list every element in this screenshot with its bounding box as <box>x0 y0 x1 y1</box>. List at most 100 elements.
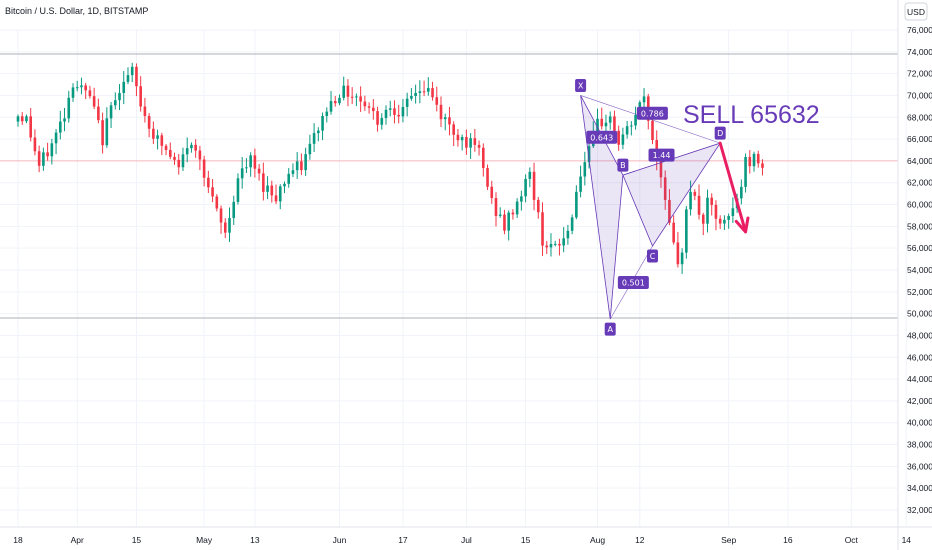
candles <box>16 62 764 274</box>
time-tick-label: 15 <box>132 535 142 545</box>
candle-body <box>528 171 532 179</box>
candle-body <box>520 196 523 202</box>
ratio-label-xd: 0.786 <box>641 109 664 118</box>
candle-body <box>257 168 261 174</box>
candle-body <box>448 117 451 125</box>
projection-arrow-shaft <box>718 141 748 234</box>
price-tick-label: 58,000 <box>907 221 932 231</box>
candle-body <box>194 144 197 151</box>
candle-body <box>651 120 654 141</box>
time-tick-label: 12 <box>635 535 645 545</box>
candle-body <box>16 116 20 122</box>
price-tick-label: 36,000 <box>907 461 932 471</box>
candle-body <box>710 197 714 205</box>
candle-body <box>549 244 553 248</box>
candle-body <box>126 75 130 82</box>
candle-body <box>376 111 379 125</box>
currency-button[interactable]: USD <box>904 2 928 21</box>
candle-body <box>659 160 663 178</box>
candle-body <box>689 191 692 210</box>
candle-body <box>342 85 346 98</box>
candle-body <box>270 185 274 196</box>
price-tick-label: 38,000 <box>907 440 932 450</box>
candle-body <box>680 252 684 265</box>
candle-body <box>143 106 147 117</box>
candle-body <box>113 100 117 106</box>
candle-body <box>740 186 743 199</box>
price-tick-label: 66,000 <box>907 134 932 144</box>
candle-body <box>164 145 168 150</box>
candle-body <box>219 208 223 223</box>
candle-body <box>139 86 142 107</box>
time-tick-label: 13 <box>250 535 260 545</box>
candle-body <box>333 101 337 104</box>
candle-body <box>558 243 561 246</box>
price-tick-label: 70,000 <box>907 90 932 100</box>
price-axis[interactable]: 76,000 74,000 72,000 70,000 68,000 66,000 64,0… <box>897 0 932 550</box>
time-tick-label: May <box>196 535 213 545</box>
candle-body <box>570 217 574 231</box>
candle-body <box>452 124 455 135</box>
candle-body <box>228 218 231 233</box>
price-tick-label: 72,000 <box>907 69 932 79</box>
candle-body <box>545 245 549 248</box>
grid <box>0 29 907 527</box>
candle-body <box>532 171 536 200</box>
candle-body <box>75 87 79 89</box>
candle-body <box>672 222 675 243</box>
candle-body <box>190 144 193 149</box>
candle-body <box>575 191 578 218</box>
candle-body <box>325 111 329 116</box>
candle-body <box>663 177 667 200</box>
ratio-label-xb-box <box>586 130 618 144</box>
time-tick-label: 14 <box>902 535 912 545</box>
candle-body <box>92 96 96 107</box>
candle-body <box>367 106 371 108</box>
candle-body <box>266 185 269 192</box>
point-label-c-box <box>647 249 658 263</box>
time-tick-label: 17 <box>398 535 408 545</box>
candle-body <box>295 161 299 171</box>
candle-body <box>697 195 701 215</box>
projection-arrow-head <box>734 216 750 234</box>
price-tick-label: 52,000 <box>907 287 932 297</box>
candle-body <box>350 96 354 98</box>
candle-body <box>42 152 45 166</box>
candle-body <box>685 209 688 253</box>
candle-body <box>304 154 307 171</box>
time-axis[interactable]: 18 Apr 15 May 13 Jun 17 Jul 15 Aug 12 Sep 16 Oct 14 <box>0 526 932 545</box>
candle-body <box>507 212 510 231</box>
candle-body <box>215 196 219 209</box>
price-tick-label: 62,000 <box>907 178 932 188</box>
candle-body <box>587 146 591 163</box>
candle-body <box>46 152 49 157</box>
candle-body <box>727 216 730 220</box>
candle-body <box>706 197 709 224</box>
candle-body <box>71 87 75 98</box>
price-tick-label: 46,000 <box>907 352 932 362</box>
point-label-a-box <box>604 322 616 336</box>
price-tick-label: 68,000 <box>907 112 932 122</box>
ratio-label-xb: 0.643 <box>590 133 613 142</box>
candle-body <box>536 199 540 213</box>
candle-body <box>54 132 58 144</box>
candle-body <box>109 105 113 119</box>
horizontal-lines <box>0 53 898 319</box>
candle-body <box>473 138 477 145</box>
point-label-d-box <box>714 126 726 140</box>
ratio-label-ac: 0.501 <box>622 279 645 288</box>
candle-body <box>37 151 41 166</box>
candle-body <box>118 92 121 101</box>
candle-body <box>583 162 587 177</box>
candle-body <box>20 116 24 122</box>
candle-body <box>278 186 282 202</box>
sell-annotation: SELL 65632 <box>683 101 820 129</box>
candle-body <box>202 159 206 178</box>
candle-body <box>486 168 489 187</box>
time-tick-label: Jul <box>461 535 472 545</box>
ratio-label-bd: 1.44 <box>653 151 671 160</box>
candle-body <box>122 81 126 93</box>
candle-body <box>372 107 375 112</box>
candle-body <box>401 106 405 117</box>
